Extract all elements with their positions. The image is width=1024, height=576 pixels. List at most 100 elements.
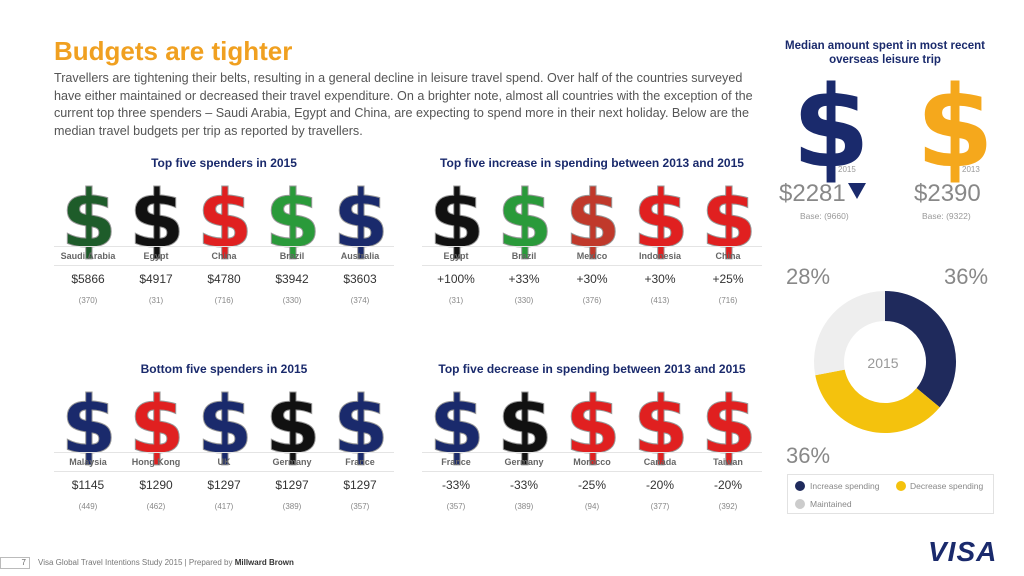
intro-paragraph: Travellers are tightening their belts, r… xyxy=(54,71,753,138)
country-value: $4917 xyxy=(139,272,173,286)
footer-bold: Millward Brown xyxy=(234,558,294,567)
panel-title: Top five decrease in spending between 20… xyxy=(438,362,746,376)
footer-prefix: Visa Global Travel Intentions Study 2015… xyxy=(38,558,235,567)
decrease-arrow-icon xyxy=(848,183,866,199)
country-base: (716) xyxy=(214,296,234,305)
base-2013: Base: (9322) xyxy=(922,211,971,221)
panel-title: Top five increase in spending between 20… xyxy=(440,156,744,170)
country-name: France xyxy=(345,457,375,467)
panel-decrease: Top five decrease in spending between 20… xyxy=(422,362,762,538)
legend-maintained-label: Maintained xyxy=(810,499,852,509)
country-name: Hong Kong xyxy=(131,457,181,467)
panel-title: Top five spenders in 2015 xyxy=(151,156,297,170)
country-base: (716) xyxy=(718,296,738,305)
donut-slice-decrease xyxy=(815,369,940,433)
country-value: +33% xyxy=(508,272,540,286)
country-name: UK xyxy=(217,457,231,467)
country-name-row: Saudi Arabia Egypt China Brazil Australia xyxy=(54,246,394,266)
country-value: -33% xyxy=(509,478,538,492)
donut-label-maintained: 28% xyxy=(786,264,831,289)
country-base: (417) xyxy=(214,502,234,511)
country-base: (389) xyxy=(514,502,534,511)
country-base: (392) xyxy=(718,502,738,511)
amount-2015: $2281 xyxy=(779,180,846,207)
country-value: $3942 xyxy=(275,272,309,286)
legend-decrease-swatch xyxy=(896,481,906,491)
base-2015: Base: (9660) xyxy=(800,211,849,221)
country-base: (377) xyxy=(650,502,670,511)
country-base: (357) xyxy=(446,502,466,511)
country-base: (31) xyxy=(148,296,164,305)
country-value: $3603 xyxy=(343,272,377,286)
country-value: $1145 xyxy=(71,478,105,492)
country-value: -33% xyxy=(441,478,470,492)
page-number: 7 xyxy=(0,557,30,569)
country-name: Germany xyxy=(272,457,312,467)
panel-bottom-spenders: Bottom five spenders in 2015 $ $ $ $ $ Malaysi… xyxy=(54,362,394,538)
country-name: Brazil xyxy=(279,251,305,261)
country-base: (449) xyxy=(78,502,98,511)
country-value: -25% xyxy=(577,478,606,492)
country-name-row: Malaysia Hong Kong UK Germany France xyxy=(54,452,394,472)
country-value: $1290 xyxy=(139,478,173,492)
country-name: Malaysia xyxy=(69,457,107,467)
dollar-2013-icon: $ xyxy=(916,63,994,193)
country-name: Canada xyxy=(643,457,677,467)
country-value: $5866 xyxy=(71,272,105,286)
legend-increase-swatch xyxy=(795,481,805,491)
country-value: -20% xyxy=(645,478,674,492)
donut-label-decrease: 36% xyxy=(786,443,831,468)
country-name: Morocco xyxy=(573,457,611,467)
country-name: Brazil xyxy=(511,251,537,261)
panel-top-spenders: Top five spenders in 2015 $ $ $ $ $ Saudi Arab… xyxy=(54,156,394,332)
country-base: (330) xyxy=(282,296,302,305)
country-name: Germany xyxy=(504,457,544,467)
legend-increase-label: Increase spending xyxy=(810,481,880,491)
country-value: $4780 xyxy=(207,272,241,286)
country-name: France xyxy=(441,457,471,467)
country-value: +100% xyxy=(437,272,475,286)
country-base: (374) xyxy=(350,296,370,305)
country-base: (413) xyxy=(650,296,670,305)
country-name: Mexico xyxy=(576,251,608,261)
country-base: (330) xyxy=(514,296,534,305)
country-base: (376) xyxy=(582,296,602,305)
country-value: +30% xyxy=(576,272,608,286)
country-base: (94) xyxy=(584,502,600,511)
country-name: China xyxy=(715,251,741,261)
amount-2013: $2390 xyxy=(914,180,981,207)
donut-legend: Increase spending Decrease spending Main… xyxy=(787,474,994,514)
country-base: (462) xyxy=(146,502,166,511)
country-value: $1297 xyxy=(207,478,241,492)
page-title: Budgets are tighter xyxy=(54,36,293,66)
country-name: Egypt xyxy=(443,251,469,261)
year-2015-label: 2015 xyxy=(838,165,856,174)
country-name: China xyxy=(211,251,237,261)
legend-decrease-label: Decrease spending xyxy=(910,481,984,491)
donut-label-increase: 36% xyxy=(944,264,989,289)
country-value: $1297 xyxy=(343,478,377,492)
country-name-row: Egypt Brazil Mexico Indonesia China xyxy=(422,246,762,266)
dollar-2015-icon: $ xyxy=(792,63,870,193)
country-base: (370) xyxy=(78,296,98,305)
country-value: -20% xyxy=(713,478,742,492)
country-base: (31) xyxy=(448,296,464,305)
country-name: Australia xyxy=(340,251,380,261)
median-spend-title: Median amount spent in most recent overs… xyxy=(785,40,985,66)
country-name: Egypt xyxy=(143,251,169,261)
footer-text: Visa Global Travel Intentions Study 2015… xyxy=(38,558,294,567)
country-value: $1297 xyxy=(275,478,309,492)
country-base: (357) xyxy=(350,502,370,511)
spending-donut-chart: 2015 xyxy=(814,291,956,433)
panel-title: Bottom five spenders in 2015 xyxy=(140,362,308,376)
country-name: Saudi Arabia xyxy=(60,251,116,261)
country-name: Taiwan xyxy=(713,457,743,467)
donut-center-label: 2015 xyxy=(867,355,898,371)
country-base: (389) xyxy=(282,502,302,511)
country-name: Indonesia xyxy=(638,251,681,261)
country-value: +25% xyxy=(712,272,744,286)
year-2013-label: 2013 xyxy=(962,165,980,174)
visa-logo: VISA xyxy=(928,536,998,567)
donut-slice-increase xyxy=(884,291,956,408)
donut-slice-maintained xyxy=(814,291,886,376)
